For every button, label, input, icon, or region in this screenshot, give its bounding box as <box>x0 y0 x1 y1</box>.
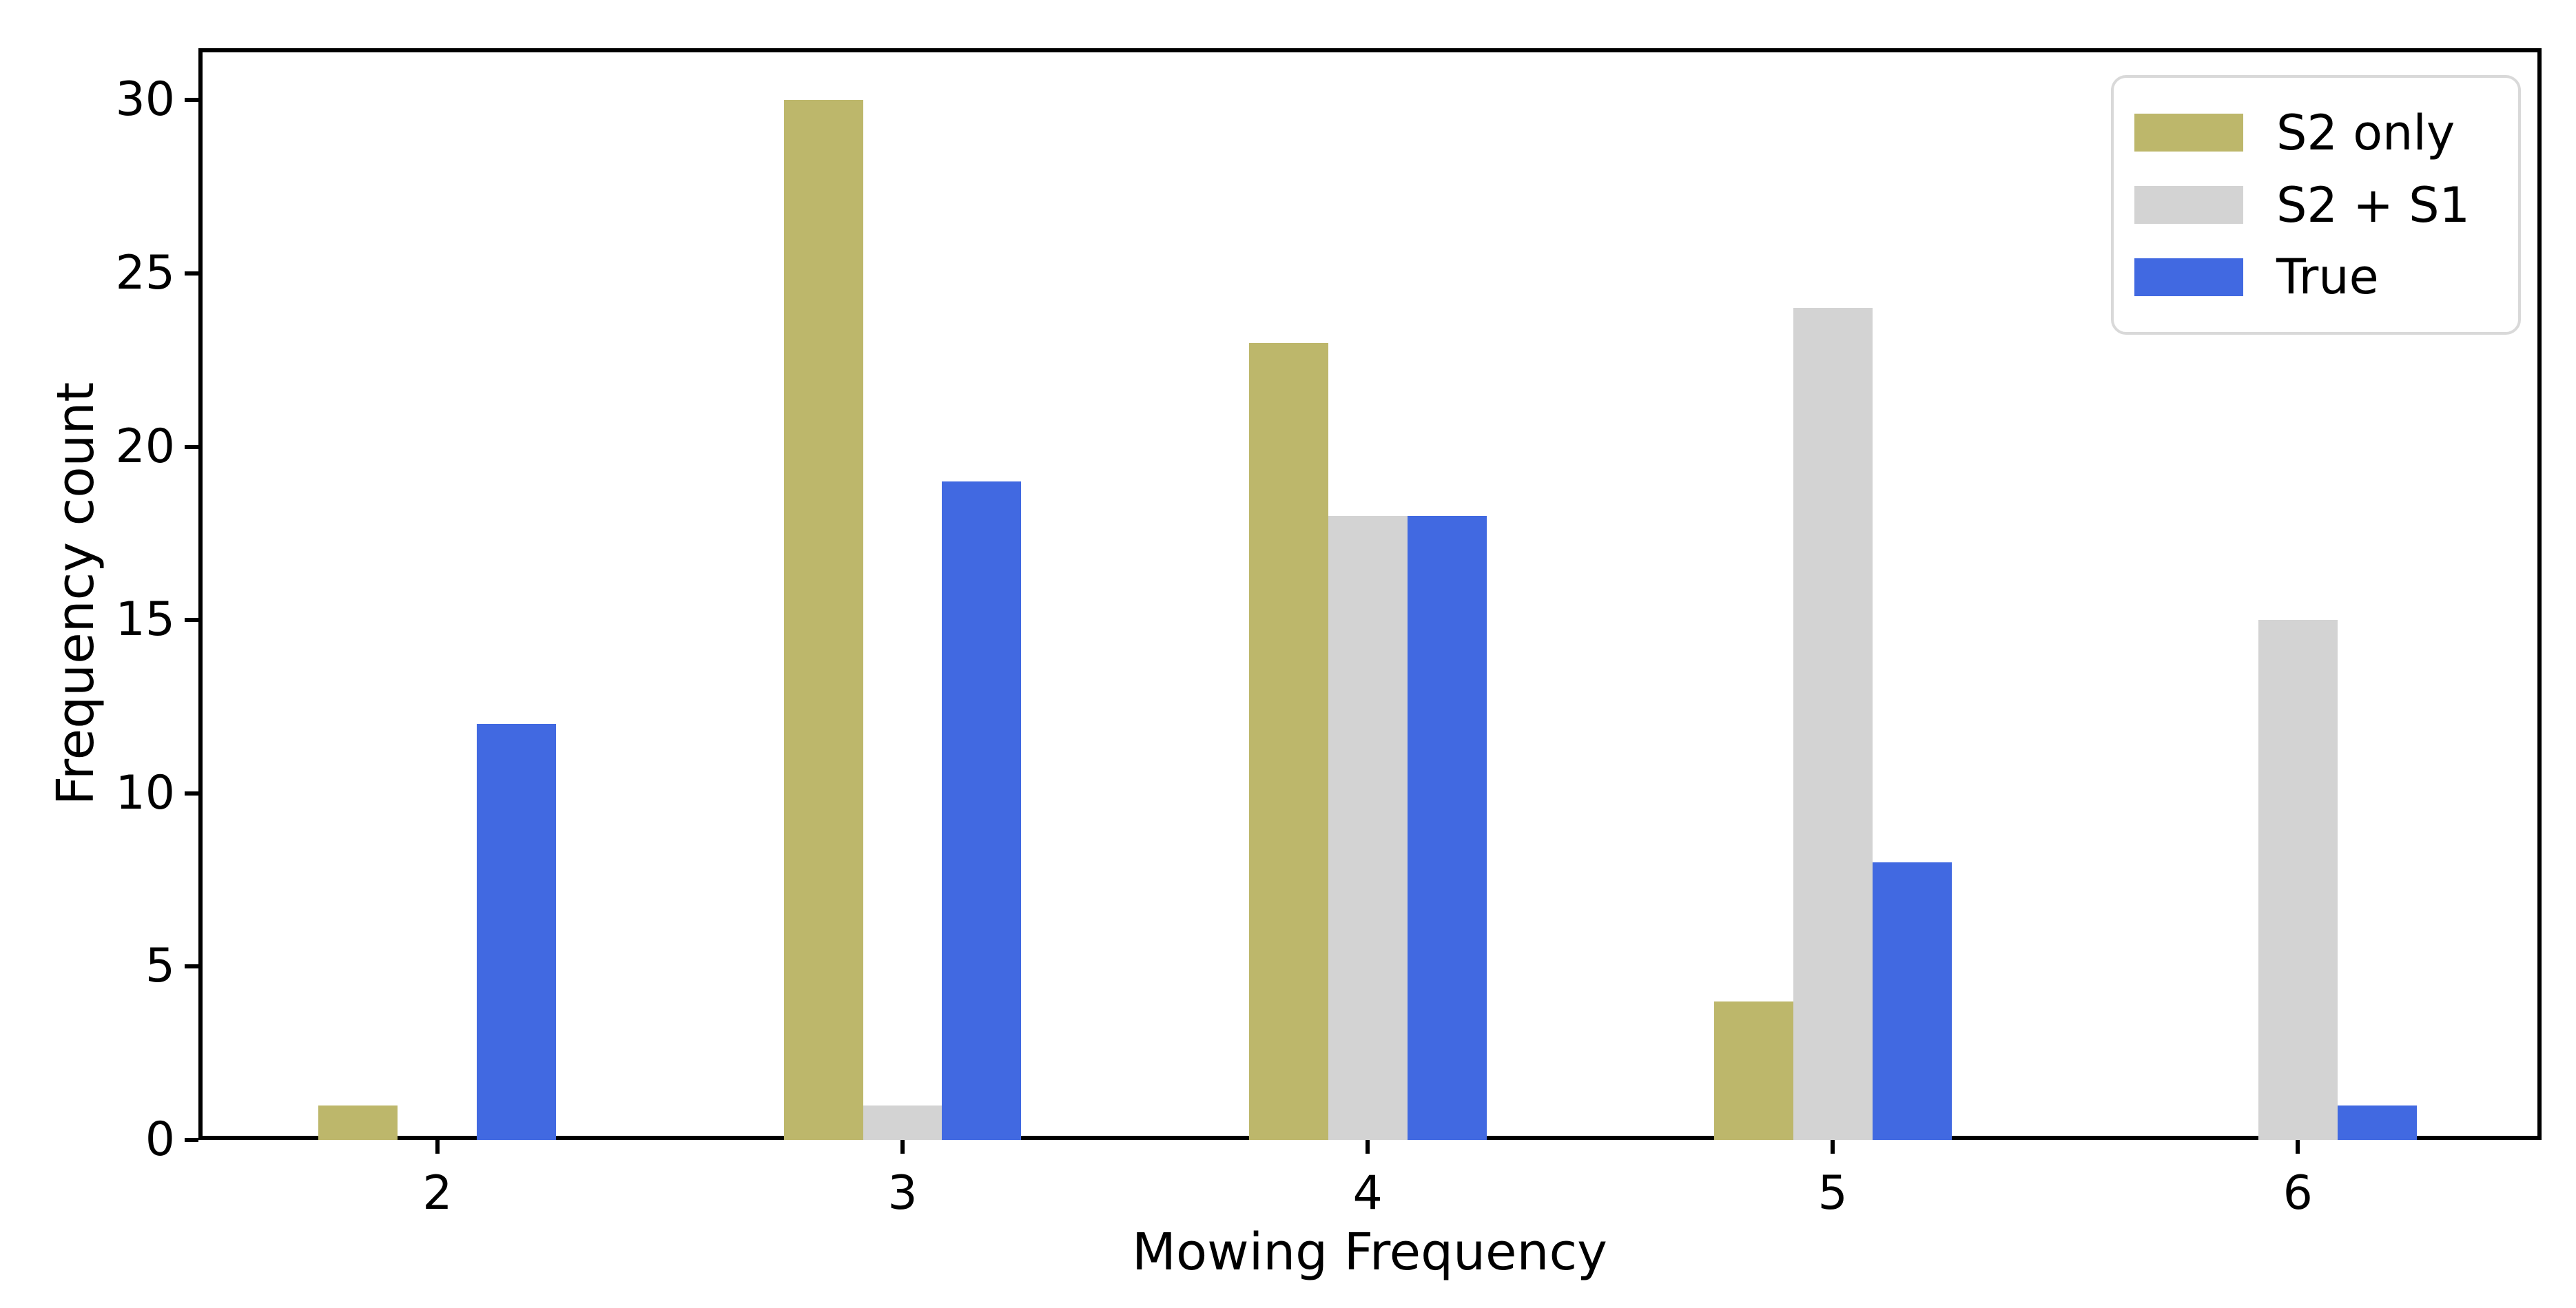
y-tick-label-0: 0 <box>145 1112 175 1167</box>
y-tick-mark-30 <box>185 98 198 103</box>
y-tick-label-15: 15 <box>115 592 175 647</box>
bar-true-x3 <box>942 481 1022 1140</box>
x-axis-label: Mowing Frequency <box>1132 1223 1607 1282</box>
bar-s2-s1-x3 <box>863 1105 942 1140</box>
x-tick-mark-5 <box>1831 1140 1835 1154</box>
legend-item-true: True <box>2134 253 2518 301</box>
y-tick-mark-10 <box>185 791 198 796</box>
bar-true-x6 <box>2337 1105 2417 1140</box>
y-tick-label-30: 30 <box>115 72 175 127</box>
legend-swatch-icon <box>2134 114 2243 152</box>
legend-label: True <box>2276 249 2379 306</box>
y-tick-label-25: 25 <box>115 246 175 301</box>
bar-s2-s1-x5 <box>1793 308 1873 1140</box>
bar-s2-s1-x6 <box>2258 620 2338 1140</box>
y-tick-mark-25 <box>185 271 198 276</box>
y-tick-mark-15 <box>185 618 198 623</box>
bar-s2-only-x2 <box>318 1105 398 1140</box>
bar-true-x5 <box>1872 862 1952 1140</box>
y-tick-label-20: 20 <box>115 419 175 474</box>
x-tick-mark-6 <box>2296 1140 2300 1154</box>
y-tick-mark-0 <box>185 1138 198 1142</box>
x-tick-mark-2 <box>435 1140 440 1154</box>
y-tick-label-10: 10 <box>115 765 175 820</box>
bar-true-x4 <box>1407 516 1487 1140</box>
bar-s2-only-x5 <box>1713 1001 1793 1140</box>
y-axis-label: Frequency count <box>46 382 105 806</box>
x-tick-label-3: 3 <box>887 1166 918 1221</box>
x-tick-label-5: 5 <box>1817 1166 1848 1221</box>
y-tick-mark-20 <box>185 444 198 449</box>
x-tick-mark-3 <box>900 1140 905 1154</box>
legend-item-s2-only: S2 only <box>2134 109 2518 157</box>
y-tick-mark-5 <box>185 964 198 969</box>
x-tick-mark-4 <box>1366 1140 1370 1154</box>
legend-swatch-icon <box>2134 258 2243 296</box>
x-tick-label-2: 2 <box>422 1166 453 1221</box>
y-tick-label-5: 5 <box>145 939 175 994</box>
legend-item-s2-s1: S2 + S1 <box>2134 181 2518 229</box>
legend-label: S2 only <box>2276 104 2455 161</box>
legend-swatch-icon <box>2134 186 2243 224</box>
bar-s2-s1-x4 <box>1328 516 1408 1140</box>
x-tick-label-4: 4 <box>1352 1166 1383 1221</box>
x-tick-label-6: 6 <box>2283 1166 2313 1221</box>
bar-s2-only-x4 <box>1248 342 1328 1140</box>
bar-true-x2 <box>477 724 557 1140</box>
legend-label: S2 + S1 <box>2276 176 2471 233</box>
bar-s2-only-x3 <box>783 100 863 1140</box>
legend: S2 only S2 + S1 True <box>2111 75 2521 335</box>
